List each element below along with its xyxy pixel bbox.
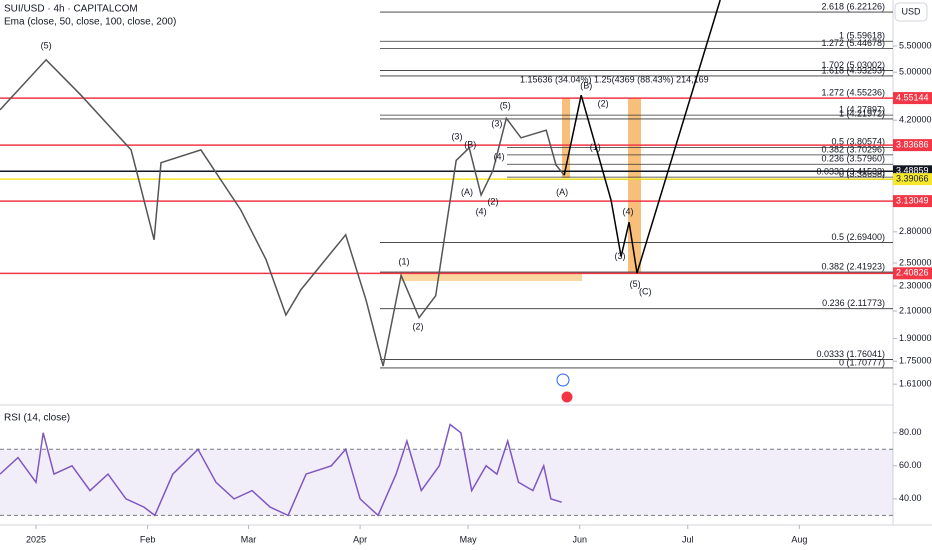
zone xyxy=(628,98,641,272)
fib-label: 0.382 (2.41923) xyxy=(821,261,885,271)
x-tick-label: Aug xyxy=(791,534,807,544)
y-tick-label: 40.00 xyxy=(899,493,922,503)
fib-label: 0 (3.38658) xyxy=(839,169,885,179)
y-tick-label: 1.61000 xyxy=(899,379,932,389)
fib-label: 1.272 (4.55236) xyxy=(821,87,885,97)
wave-label: (4) xyxy=(622,206,633,216)
series-line xyxy=(0,423,562,517)
y-tick-label: 5.50000 xyxy=(899,40,932,50)
wave-label: (B) xyxy=(580,81,592,91)
fib-label: 0.5 (2.69400) xyxy=(831,232,885,242)
currency-box[interactable] xyxy=(894,2,928,22)
wave-label: (B) xyxy=(464,139,476,149)
fib-label: 1.618 (4.93293) xyxy=(821,65,885,75)
wave-label: (2) xyxy=(487,196,498,206)
wave-label: (5) xyxy=(41,40,52,50)
rsi-title: RSI (14, close) xyxy=(4,413,70,424)
price-label-box xyxy=(893,139,932,152)
wave-label: (3) xyxy=(451,131,462,141)
fib-label: 1.272 (5.44678) xyxy=(821,38,885,48)
icon xyxy=(560,390,574,404)
wave-label: (5) xyxy=(500,101,511,111)
y-tick-label: 80.00 xyxy=(899,427,922,437)
y-tick-label: 2.50000 xyxy=(899,257,932,267)
wave-label: (1) xyxy=(399,256,410,266)
rsi-band xyxy=(0,449,893,516)
fib-label: 0.382 (3.70296) xyxy=(821,144,885,154)
price-label: 3.83686 xyxy=(896,139,929,149)
x-tick-label: Feb xyxy=(140,534,156,544)
wave-label: (2) xyxy=(413,322,424,332)
fib-label: 0 (1.70777) xyxy=(839,357,885,367)
y-tick-label: 2.10000 xyxy=(899,305,932,315)
wave-label: (5) xyxy=(630,279,641,289)
fib-label: 0.236 (3.57960) xyxy=(821,154,885,164)
price-label: 2.40826 xyxy=(896,268,929,278)
y-tick-label: 2.30000 xyxy=(899,280,932,290)
chart-title: SUI/USD · 4h · CAPITALCOM xyxy=(4,4,138,15)
price-label-box xyxy=(893,173,932,186)
fib-label: 0.0333 (1.76041) xyxy=(816,349,885,359)
wave-label: (C) xyxy=(639,286,652,296)
wave-label: (4) xyxy=(476,206,487,216)
price-label: 3.13049 xyxy=(896,195,929,205)
wave-label: (4) xyxy=(494,152,505,162)
fib-label: 1 (4.21972) xyxy=(839,108,885,118)
y-tick-label: 2.80000 xyxy=(899,226,932,236)
wave-label: (A) xyxy=(461,187,473,197)
icon xyxy=(556,373,570,387)
currency[interactable]: USD xyxy=(901,6,921,16)
fib-label: 1.702 (5.03002) xyxy=(821,60,885,70)
fib-label: 0.5 (3.80574) xyxy=(831,137,885,147)
zone xyxy=(400,273,582,281)
price-label: 4.55144 xyxy=(896,92,929,102)
subtitle: Ema (close, 50, close, 100, close, 200) xyxy=(4,17,176,28)
x-tick-label: Apr xyxy=(353,534,367,544)
wave-label: (A) xyxy=(556,187,568,197)
y-tick-label: 60.00 xyxy=(899,460,922,470)
x-tick-label: Mar xyxy=(241,534,257,544)
wave-label: (2) xyxy=(598,99,609,109)
x-tick-label: May xyxy=(460,534,478,544)
price-label: 3.39066 xyxy=(896,174,929,184)
price-label-box xyxy=(893,267,932,280)
series-line xyxy=(0,58,565,367)
fib-label: 2.618 (6.22126) xyxy=(821,1,885,11)
wave-label: (1) xyxy=(590,142,601,152)
price-label: 3.48859 xyxy=(896,166,929,176)
y-tick-label: 1.75000 xyxy=(899,356,932,366)
fib-label: 1 (4.27897) xyxy=(839,104,885,114)
y-tick-label: 5.00000 xyxy=(899,67,932,77)
measure-label: 1.15636 (34.04%) 1.25(4369 (88.43%) 214,… xyxy=(520,74,709,84)
x-tick-label: Jul xyxy=(682,534,694,544)
price-label-box xyxy=(893,92,932,105)
fib-label: 1 (5.59618) xyxy=(839,31,885,41)
x-tick-label: Jun xyxy=(572,534,587,544)
fib-label: 0.236 (2.11773) xyxy=(822,298,885,308)
zone xyxy=(562,98,570,178)
wave-label: (3) xyxy=(491,119,502,129)
price-label-box xyxy=(893,195,932,208)
y-tick-label: 4.20000 xyxy=(899,115,932,125)
series-line xyxy=(563,0,721,274)
y-tick-label: 1.90000 xyxy=(899,333,932,343)
x-tick-label: 2025 xyxy=(26,534,46,544)
wave-label: (3) xyxy=(615,251,626,261)
